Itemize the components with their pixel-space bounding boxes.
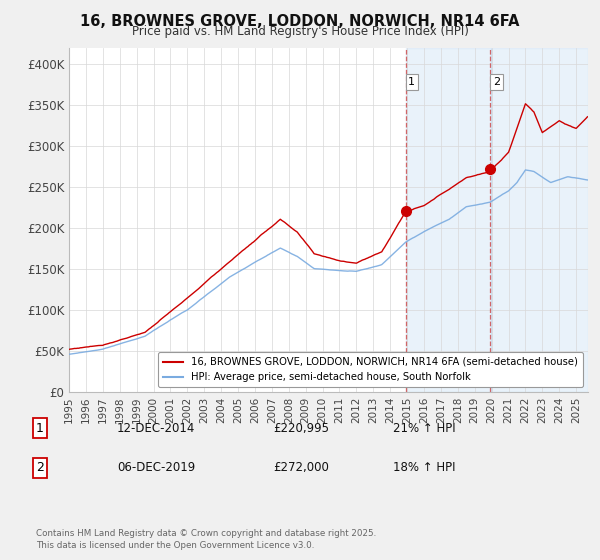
Legend: 16, BROWNES GROVE, LODDON, NORWICH, NR14 6FA (semi-detached house), HPI: Average: 16, BROWNES GROVE, LODDON, NORWICH, NR14… <box>158 352 583 387</box>
Text: 1: 1 <box>408 77 415 87</box>
Text: 16, BROWNES GROVE, LODDON, NORWICH, NR14 6FA: 16, BROWNES GROVE, LODDON, NORWICH, NR14… <box>80 14 520 29</box>
Text: 2: 2 <box>36 461 44 474</box>
Bar <box>406 48 491 392</box>
Text: 21% ↑ HPI: 21% ↑ HPI <box>393 422 455 435</box>
Text: £220,995: £220,995 <box>273 422 329 435</box>
Bar <box>491 48 588 392</box>
Text: 18% ↑ HPI: 18% ↑ HPI <box>393 461 455 474</box>
Text: Contains HM Land Registry data © Crown copyright and database right 2025.
This d: Contains HM Land Registry data © Crown c… <box>36 529 376 550</box>
Text: £272,000: £272,000 <box>273 461 329 474</box>
Text: 06-DEC-2019: 06-DEC-2019 <box>117 461 195 474</box>
Text: 1: 1 <box>36 422 44 435</box>
Text: 2: 2 <box>493 77 500 87</box>
Text: Price paid vs. HM Land Registry's House Price Index (HPI): Price paid vs. HM Land Registry's House … <box>131 25 469 38</box>
Text: 12-DEC-2014: 12-DEC-2014 <box>117 422 196 435</box>
